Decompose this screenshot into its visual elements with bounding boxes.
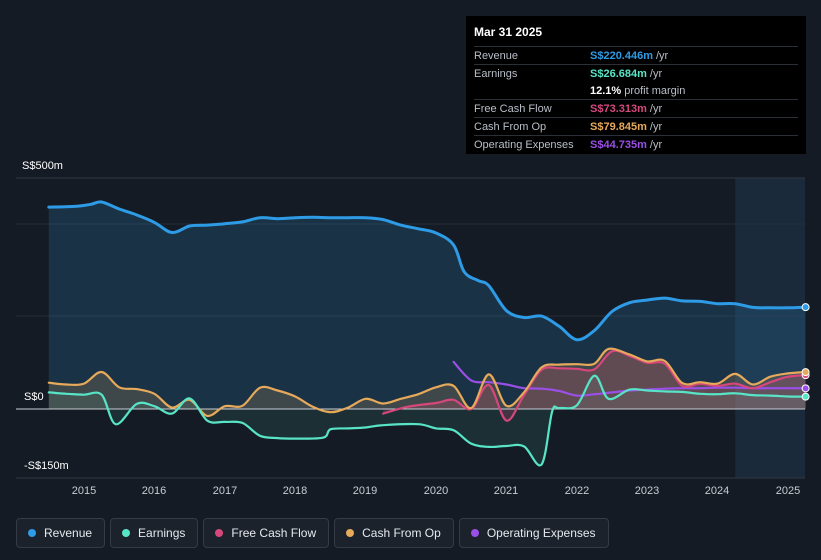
x-label-2015: 2015 (71, 485, 97, 497)
tooltip-row-revenue: Revenue S$220.446m /yr (474, 46, 798, 64)
tooltip-value: 12.1% (590, 84, 622, 97)
tooltip-row-operating-expenses: Operating Expenses S$44.735m /yr (474, 135, 798, 153)
legend-item-earnings[interactable]: Earnings (110, 518, 199, 548)
tooltip-label: Earnings (474, 67, 518, 80)
tooltip-value: S$44.735m (590, 138, 647, 151)
x-label-2016: 2016 (141, 485, 167, 497)
legend-dot-icon (215, 529, 224, 537)
x-label-2020: 2020 (423, 485, 449, 497)
x-label-2017: 2017 (212, 485, 238, 497)
legend-label: Free Cash Flow (231, 526, 317, 540)
free-cash-flow-area (383, 350, 806, 421)
x-label-2022: 2022 (564, 485, 590, 497)
revenue-endpoint (801, 303, 810, 312)
revenue-line (47, 200, 808, 342)
tooltip-value: S$79.845m (590, 120, 647, 133)
tooltip-label: Cash From Op (474, 120, 547, 133)
tooltip-value: S$220.446m (590, 49, 653, 62)
tooltip-unit: /yr (656, 49, 669, 62)
tooltip-row-margin: 12.1% profit margin (474, 82, 798, 99)
legend-item-cash-from-op[interactable]: Cash From Op (334, 518, 454, 548)
cash-from-op-line (47, 347, 807, 418)
tooltip-unit: profit margin (624, 84, 686, 97)
tooltip-value: S$73.313m (590, 102, 647, 115)
tooltip-label: Revenue (474, 49, 519, 62)
y-label-bottom: -S$150m (24, 460, 69, 472)
tooltip-row-cash-from-op: Cash From Op S$79.845m /yr (474, 117, 798, 135)
tooltip-row-free-cash-flow: Free Cash Flow S$73.313m /yr (474, 99, 798, 117)
tooltip-unit: /yr (649, 138, 663, 151)
data-tooltip: Mar 31 2025 Revenue S$220.446m /yr Earni… (466, 16, 806, 154)
x-label-2024: 2024 (704, 485, 730, 497)
tooltip-unit: /yr (649, 67, 663, 80)
x-label-2019: 2019 (352, 485, 378, 497)
cash-from-op-endpoint (801, 368, 810, 377)
x-label-2023: 2023 (634, 485, 660, 497)
legend-item-revenue[interactable]: Revenue (16, 518, 106, 548)
cash-from-op-area (48, 348, 806, 416)
legend-label: Earnings (138, 526, 186, 540)
tooltip-date: Mar 31 2025 (474, 25, 543, 39)
legend-dot-icon (28, 529, 36, 537)
legend-label: Cash From Op (362, 526, 441, 540)
legend-dot-icon (122, 529, 131, 537)
tooltip-value: S$26.684m (590, 67, 647, 80)
y-label-top: S$500m (22, 160, 63, 172)
legend-dot-icon (470, 529, 479, 537)
revenue-area (48, 201, 806, 409)
tooltip-label: Operating Expenses (474, 138, 574, 151)
earnings-endpoint (801, 392, 810, 401)
tooltip-row-earnings: Earnings S$26.684m /yr (474, 64, 798, 82)
legend-label: Operating Expenses (486, 526, 596, 540)
x-label-2018: 2018 (282, 485, 308, 497)
earnings-line (47, 374, 807, 467)
tooltip-label: Free Cash Flow (474, 102, 552, 115)
tooltip-unit: /yr (649, 102, 663, 115)
x-label-2025: 2025 (775, 485, 801, 497)
legend-label: Revenue (44, 526, 93, 540)
x-label-2021: 2021 (493, 485, 519, 497)
legend-item-free-cash-flow[interactable]: Free Cash Flow (203, 518, 330, 548)
tooltip-unit: /yr (649, 120, 663, 133)
y-label-zero: S$0 (24, 391, 44, 403)
legend-dot-icon (346, 529, 355, 537)
operating-expenses-endpoint (801, 384, 810, 393)
legend-item-operating-expenses[interactable]: Operating Expenses (458, 518, 609, 548)
chart-legend: Revenue Earnings Free Cash Flow Cash Fro… (16, 518, 609, 548)
recent-period-highlight (735, 178, 805, 478)
